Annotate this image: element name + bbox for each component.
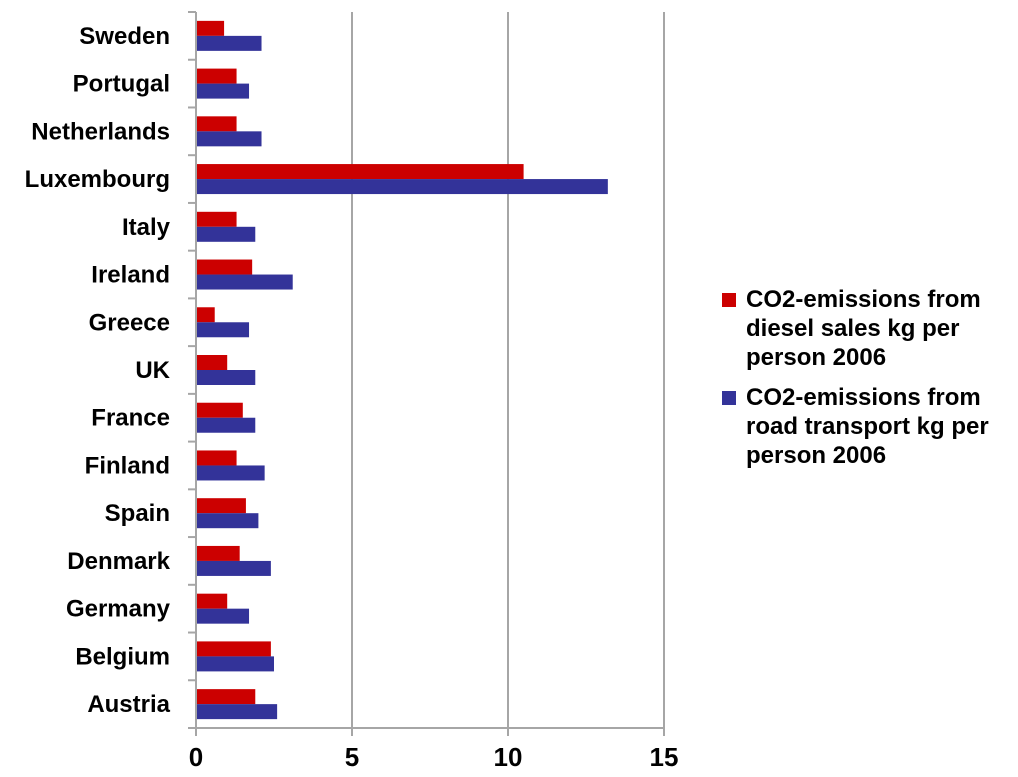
bar-ireland-series-1: [196, 274, 293, 290]
category-label-austria: Austria: [87, 691, 170, 718]
category-label-belgium: Belgium: [75, 643, 170, 670]
x-tick-label-10: 10: [494, 742, 523, 772]
category-label-spain: Spain: [105, 500, 170, 527]
category-label-netherlands: Netherlands: [31, 118, 170, 145]
category-label-germany: Germany: [66, 596, 171, 623]
bar-uk-series-0: [196, 355, 228, 370]
bar-austria-series-0: [196, 689, 256, 705]
bar-italy-series-1: [196, 226, 256, 242]
legend-swatch-diesel: [722, 293, 736, 307]
bar-germany-series-0: [196, 593, 228, 609]
legend-swatch-road: [722, 391, 736, 406]
x-tick-label-0: 0: [189, 742, 203, 772]
bar-spain-series-0: [196, 498, 246, 514]
category-label-sweden: Sweden: [79, 23, 170, 50]
category-label-denmark: Denmark: [67, 548, 170, 575]
bar-france-series-0: [196, 402, 243, 418]
x-tick-label-5: 5: [345, 742, 359, 772]
bar-finland-series-1: [196, 465, 265, 481]
bar-netherlands-series-0: [196, 116, 237, 132]
bar-greece-series-1: [196, 322, 250, 338]
bar-spain-series-1: [196, 513, 259, 529]
category-label-luxembourg: Luxembourg: [25, 166, 170, 193]
bar-greece-series-0: [196, 307, 215, 323]
bar-sweden-series-1: [196, 35, 262, 51]
bar-sweden-series-0: [196, 20, 225, 36]
bar-belgium-series-0: [196, 641, 271, 657]
bar-denmark-series-0: [196, 545, 240, 561]
legend-label-diesel: CO2-emissions from diesel sales kg per p…: [746, 286, 981, 371]
bar-uk-series-1: [196, 370, 256, 385]
legend-label-road: CO2-emissions from road transport kg per…: [746, 384, 989, 469]
bar-belgium-series-1: [196, 656, 274, 672]
bar-portugal-series-0: [196, 68, 237, 84]
legend: CO2-emissions from diesel sales kg per p…: [722, 286, 1012, 483]
category-label-france: France: [91, 405, 170, 432]
legend-item-diesel: CO2-emissions from diesel sales kg per p…: [722, 286, 1012, 372]
bar-netherlands-series-1: [196, 131, 262, 147]
bar-france-series-1: [196, 417, 256, 433]
bar-denmark-series-1: [196, 560, 271, 576]
bar-finland-series-0: [196, 450, 237, 466]
category-label-finland: Finland: [85, 452, 170, 479]
bar-austria-series-1: [196, 704, 278, 720]
bar-ireland-series-0: [196, 259, 253, 275]
category-label-ireland: Ireland: [91, 262, 170, 289]
bar-portugal-series-1: [196, 83, 250, 99]
legend-item-road: CO2-emissions from road transport kg per…: [722, 384, 1012, 470]
category-label-portugal: Portugal: [73, 71, 170, 98]
bar-luxembourg-series-0: [196, 164, 524, 180]
category-label-greece: Greece: [89, 309, 170, 336]
category-label-uk: UK: [135, 357, 170, 384]
category-label-italy: Italy: [122, 214, 171, 241]
bar-italy-series-0: [196, 211, 237, 227]
bar-luxembourg-series-1: [196, 179, 608, 195]
x-tick-label-15: 15: [650, 742, 679, 772]
bar-germany-series-1: [196, 608, 250, 624]
